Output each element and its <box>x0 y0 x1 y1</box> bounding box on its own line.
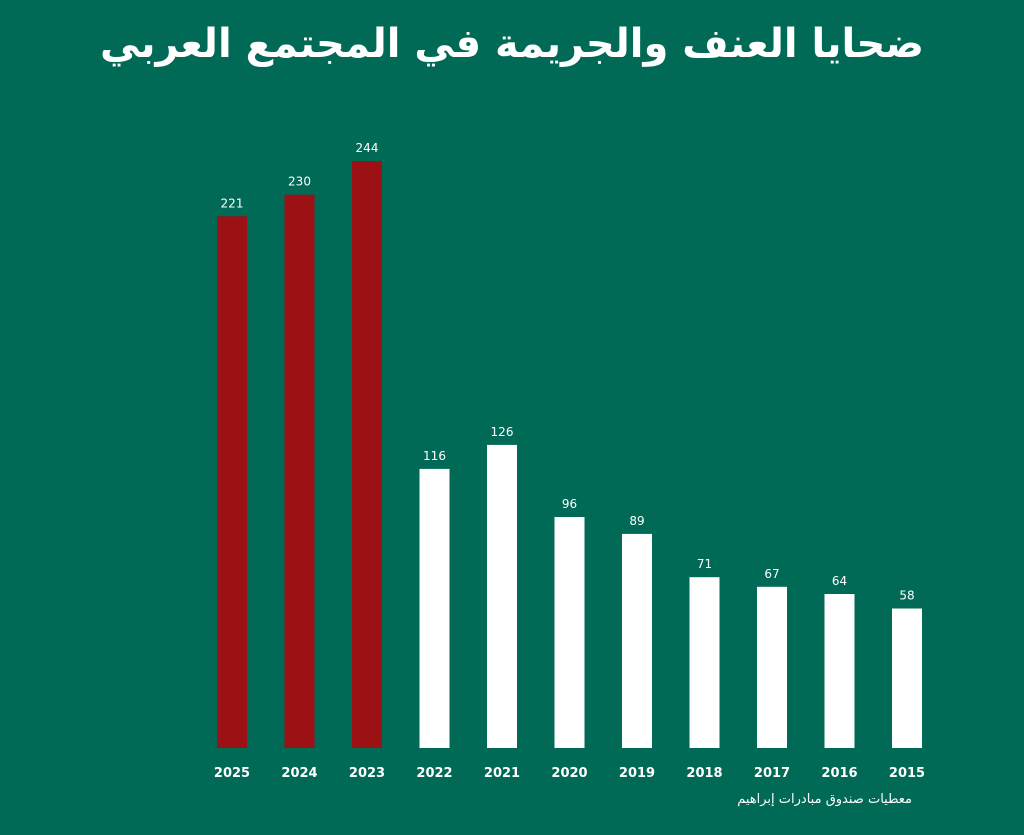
data-label-2016: 64 <box>832 574 847 588</box>
x-tick-label-2019: 2019 <box>619 766 655 781</box>
data-label-2024: 230 <box>288 175 311 189</box>
bar-2023 <box>352 161 382 748</box>
x-tick-label-2016: 2016 <box>821 766 857 781</box>
x-tick-label-2018: 2018 <box>686 766 722 781</box>
bar-2024 <box>284 194 315 748</box>
chart-title: ضحايا العنف والجريمة في المجتمع العربي <box>99 21 925 67</box>
bar-2018 <box>689 577 720 748</box>
data-label-2020: 96 <box>562 497 577 511</box>
x-tick-label-2024: 2024 <box>281 766 317 781</box>
bar-2020 <box>554 517 585 748</box>
data-label-2017: 67 <box>764 567 779 581</box>
data-label-2015: 58 <box>899 589 914 603</box>
bar-2021 <box>487 444 517 748</box>
x-tick-label-2021: 2021 <box>484 766 520 781</box>
source-note: معطيات صندوق مبادرات إبراهيم <box>737 792 912 807</box>
data-label-2023: 244 <box>356 141 379 155</box>
bar-2017 <box>757 586 787 748</box>
data-label-2025: 221 <box>221 196 244 210</box>
bar-2016 <box>824 594 855 748</box>
data-label-2021: 126 <box>491 425 514 439</box>
bar-2025 <box>217 216 247 749</box>
data-label-2018: 71 <box>697 557 712 571</box>
data-label-2022: 116 <box>423 449 446 463</box>
bar-2015 <box>892 608 922 748</box>
x-tick-label-2017: 2017 <box>754 766 790 781</box>
bar-2022 <box>419 468 450 748</box>
x-tick-label-2015: 2015 <box>889 766 925 781</box>
x-tick-label-2025: 2025 <box>214 766 250 781</box>
x-tick-label-2023: 2023 <box>349 766 385 781</box>
x-tick-label-2020: 2020 <box>551 766 587 781</box>
x-tick-label-2022: 2022 <box>416 766 452 781</box>
bar-2019 <box>622 533 652 748</box>
data-label-2019: 89 <box>629 514 644 528</box>
